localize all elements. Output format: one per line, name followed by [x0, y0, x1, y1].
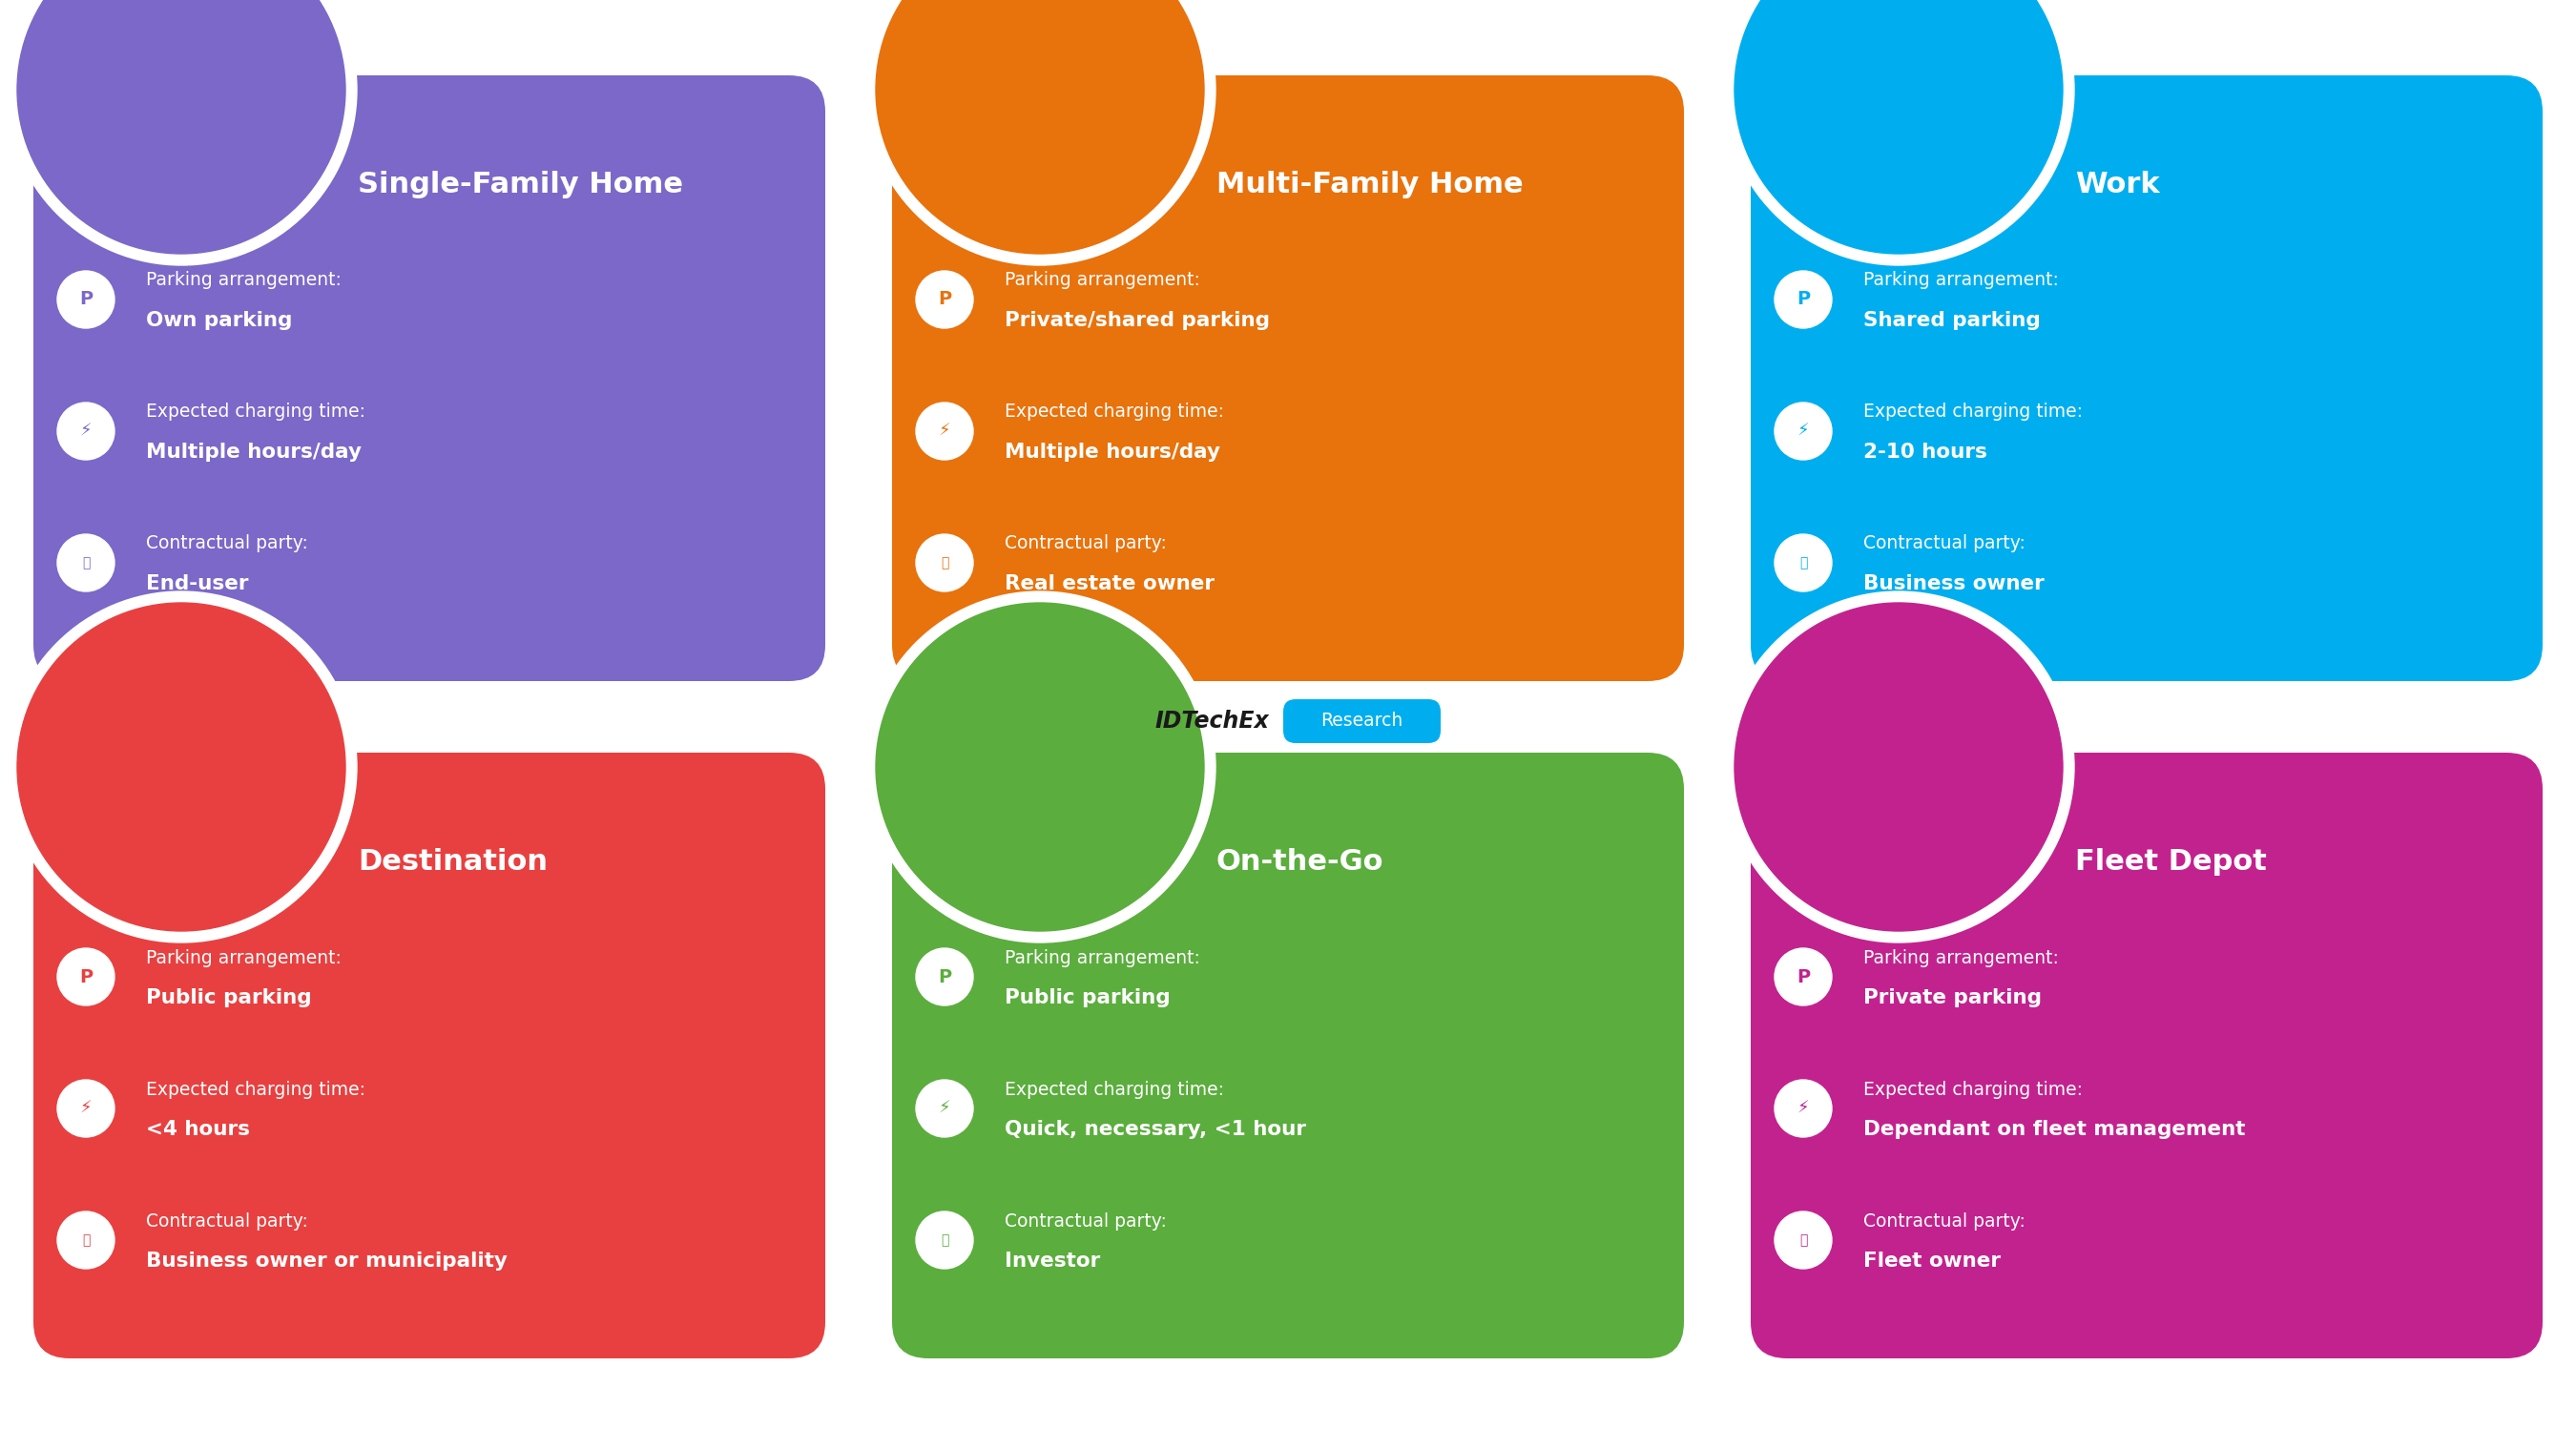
- Text: Parking arrangement:: Parking arrangement:: [1862, 271, 2058, 290]
- Ellipse shape: [876, 603, 1203, 932]
- Text: Contractual party:: Contractual party:: [147, 1211, 309, 1230]
- Text: ⚡: ⚡: [1798, 423, 1808, 439]
- Text: Multiple hours/day: Multiple hours/day: [147, 442, 361, 462]
- Text: P: P: [80, 290, 93, 309]
- Text: Work: Work: [2076, 171, 2159, 199]
- Text: On-the-Go: On-the-Go: [1216, 849, 1383, 877]
- Circle shape: [1775, 535, 1832, 591]
- Circle shape: [1775, 271, 1832, 327]
- Text: Contractual party:: Contractual party:: [1005, 1211, 1167, 1230]
- Text: Multi-Family Home: Multi-Family Home: [1216, 171, 1522, 199]
- Text: P: P: [80, 968, 93, 985]
- Text: 📋: 📋: [1798, 556, 1808, 569]
- Text: Business owner: Business owner: [1862, 574, 2045, 593]
- FancyBboxPatch shape: [891, 752, 1685, 1358]
- Text: 📋: 📋: [82, 1233, 90, 1246]
- Circle shape: [57, 535, 113, 591]
- Circle shape: [57, 1211, 113, 1269]
- Text: Destination: Destination: [358, 849, 549, 877]
- Text: End-user: End-user: [147, 574, 247, 593]
- Text: Expected charging time:: Expected charging time:: [147, 1081, 366, 1098]
- Text: 2-10 hours: 2-10 hours: [1862, 442, 1986, 462]
- Text: P: P: [938, 968, 951, 985]
- FancyBboxPatch shape: [891, 75, 1685, 681]
- Ellipse shape: [876, 0, 1203, 254]
- Text: Shared parking: Shared parking: [1862, 312, 2040, 330]
- Text: Parking arrangement:: Parking arrangement:: [147, 271, 343, 290]
- Ellipse shape: [1723, 0, 2074, 265]
- Text: Contractual party:: Contractual party:: [1862, 535, 2025, 554]
- Text: Parking arrangement:: Parking arrangement:: [147, 949, 343, 966]
- FancyBboxPatch shape: [1752, 75, 2543, 681]
- Ellipse shape: [18, 0, 345, 254]
- Text: P: P: [938, 290, 951, 309]
- Text: Business owner or municipality: Business owner or municipality: [147, 1252, 507, 1271]
- Text: Public parking: Public parking: [1005, 988, 1170, 1007]
- Text: Real estate owner: Real estate owner: [1005, 574, 1213, 593]
- Ellipse shape: [866, 591, 1216, 942]
- Text: Parking arrangement:: Parking arrangement:: [1005, 949, 1200, 966]
- Text: Contractual party:: Contractual party:: [1862, 1211, 2025, 1230]
- Text: Investor: Investor: [1005, 1252, 1100, 1271]
- Circle shape: [57, 1080, 113, 1137]
- Text: Quick, necessary, <1 hour: Quick, necessary, <1 hour: [1005, 1120, 1306, 1139]
- Text: 📋: 📋: [940, 1233, 948, 1246]
- Ellipse shape: [1734, 603, 2063, 932]
- Text: Expected charging time:: Expected charging time:: [1862, 1081, 2084, 1098]
- Circle shape: [917, 403, 974, 459]
- FancyBboxPatch shape: [33, 752, 824, 1358]
- Ellipse shape: [5, 0, 358, 265]
- Text: Dependant on fleet management: Dependant on fleet management: [1862, 1120, 2246, 1139]
- Text: Single-Family Home: Single-Family Home: [358, 171, 683, 199]
- Ellipse shape: [18, 603, 345, 932]
- Text: ⚡: ⚡: [1798, 1100, 1808, 1117]
- Text: ⚡: ⚡: [80, 423, 93, 439]
- Text: Own parking: Own parking: [147, 312, 291, 330]
- Circle shape: [1775, 948, 1832, 1006]
- Text: P: P: [1795, 290, 1811, 309]
- FancyBboxPatch shape: [33, 75, 824, 681]
- Text: Expected charging time:: Expected charging time:: [1005, 1081, 1224, 1098]
- Text: IDTechEx: IDTechEx: [1154, 710, 1270, 733]
- Circle shape: [917, 948, 974, 1006]
- Text: P: P: [1795, 968, 1811, 985]
- Text: Contractual party:: Contractual party:: [1005, 535, 1167, 554]
- Circle shape: [57, 948, 113, 1006]
- Circle shape: [57, 271, 113, 327]
- Text: Parking arrangement:: Parking arrangement:: [1862, 949, 2058, 966]
- Ellipse shape: [1734, 0, 2063, 254]
- Text: Fleet Depot: Fleet Depot: [2076, 849, 2267, 877]
- Circle shape: [917, 535, 974, 591]
- Text: Fleet owner: Fleet owner: [1862, 1252, 2002, 1271]
- Text: Research: Research: [1321, 711, 1404, 730]
- Text: Private parking: Private parking: [1862, 988, 2043, 1007]
- Text: Multiple hours/day: Multiple hours/day: [1005, 442, 1221, 462]
- Text: Parking arrangement:: Parking arrangement:: [1005, 271, 1200, 290]
- Circle shape: [917, 271, 974, 327]
- Circle shape: [57, 403, 113, 459]
- Text: 📋: 📋: [1798, 1233, 1808, 1246]
- Circle shape: [1775, 403, 1832, 459]
- Text: ⚡: ⚡: [938, 1100, 951, 1117]
- Text: Expected charging time:: Expected charging time:: [1005, 403, 1224, 422]
- Ellipse shape: [1723, 591, 2074, 942]
- Text: Private/shared parking: Private/shared parking: [1005, 312, 1270, 330]
- Ellipse shape: [866, 0, 1216, 265]
- FancyBboxPatch shape: [1752, 752, 2543, 1358]
- Text: Public parking: Public parking: [147, 988, 312, 1007]
- FancyBboxPatch shape: [1283, 700, 1440, 743]
- Ellipse shape: [5, 591, 358, 942]
- Text: Expected charging time:: Expected charging time:: [147, 403, 366, 422]
- Text: Expected charging time:: Expected charging time:: [1862, 403, 2084, 422]
- Text: <4 hours: <4 hours: [147, 1120, 250, 1139]
- Circle shape: [1775, 1211, 1832, 1269]
- Circle shape: [1775, 1080, 1832, 1137]
- Circle shape: [917, 1080, 974, 1137]
- Text: 📋: 📋: [82, 556, 90, 569]
- Text: Contractual party:: Contractual party:: [147, 535, 309, 554]
- Text: ⚡: ⚡: [938, 423, 951, 439]
- Circle shape: [917, 1211, 974, 1269]
- Text: 📋: 📋: [940, 556, 948, 569]
- Text: ⚡: ⚡: [80, 1100, 93, 1117]
